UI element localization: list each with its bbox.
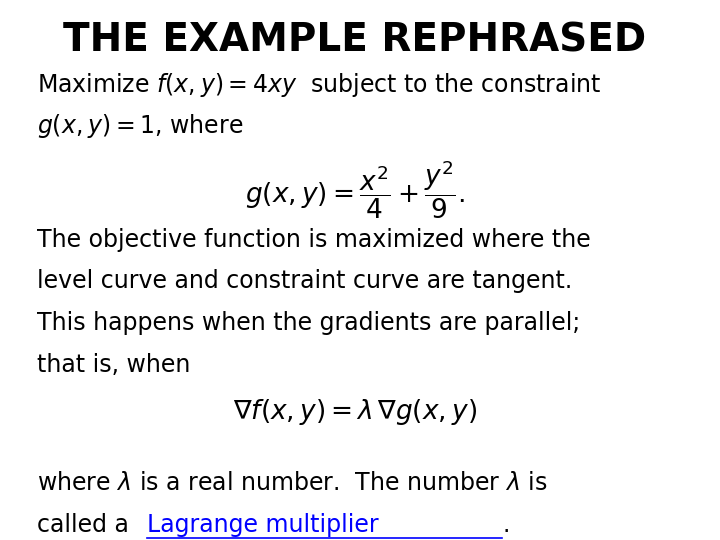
Text: Maximize $f(x, y) = 4xy$  subject to the constraint: Maximize $f(x, y) = 4xy$ subject to the … bbox=[37, 71, 601, 99]
Text: $g(x, y) = 1$, where: $g(x, y) = 1$, where bbox=[37, 112, 243, 140]
Text: .: . bbox=[502, 513, 510, 537]
Text: that is, when: that is, when bbox=[37, 353, 190, 377]
Text: This happens when the gradients are parallel;: This happens when the gradients are para… bbox=[37, 311, 580, 335]
Text: $\nabla f(x, y) = \lambda \, \nabla g(x, y)$: $\nabla f(x, y) = \lambda \, \nabla g(x,… bbox=[233, 397, 477, 427]
Text: called a: called a bbox=[37, 513, 136, 537]
Text: level curve and constraint curve are tangent.: level curve and constraint curve are tan… bbox=[37, 269, 572, 293]
Text: Lagrange multiplier: Lagrange multiplier bbox=[146, 513, 378, 537]
Text: where $\lambda$ is a real number.  The number $\lambda$ is: where $\lambda$ is a real number. The nu… bbox=[37, 471, 547, 495]
Text: $g(x, y) = \dfrac{x^2}{4} + \dfrac{y^2}{9}.$: $g(x, y) = \dfrac{x^2}{4} + \dfrac{y^2}{… bbox=[245, 158, 464, 221]
Text: The objective function is maximized where the: The objective function is maximized wher… bbox=[37, 228, 590, 252]
Text: THE EXAMPLE REPHRASED: THE EXAMPLE REPHRASED bbox=[63, 22, 647, 60]
